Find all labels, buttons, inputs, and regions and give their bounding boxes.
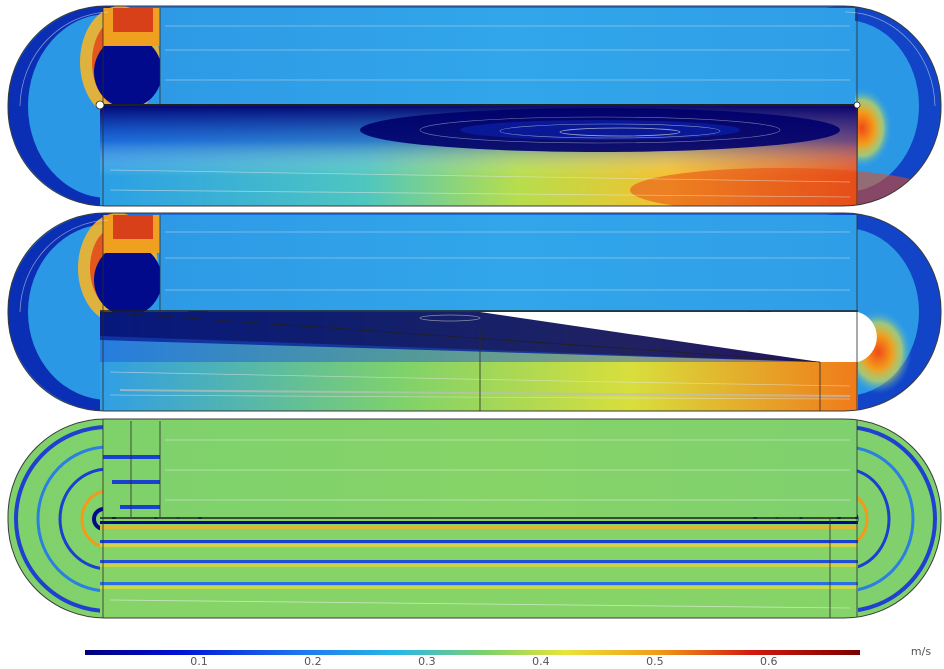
- colorbar-tick-label: 0.6: [760, 655, 778, 668]
- colorbar-gradient: [85, 650, 860, 655]
- colorbar-tick-label: 0.3: [418, 655, 436, 668]
- colorbar-tick-label: 0.5: [646, 655, 664, 668]
- panel-1: [8, 6, 941, 206]
- colorbar-tick-label: 0.4: [532, 655, 550, 668]
- panel-3: [8, 419, 941, 618]
- panel-1-upper-channel: [160, 8, 855, 105]
- colorbar: 0.1 0.2 0.3 0.4 0.5 0.6 m/s: [85, 645, 931, 668]
- panel-2-outline: [7, 212, 942, 412]
- colorbar-unit-label: m/s: [911, 645, 931, 658]
- panel-3-upper-channel: [160, 421, 857, 517]
- colorbar-ticks: 0.1 0.2 0.3 0.4 0.5 0.6: [190, 655, 777, 668]
- panel-2: [8, 213, 941, 411]
- colorbar-tick-label: 0.1: [190, 655, 208, 668]
- panel-3-outline: [7, 418, 942, 619]
- panel-2-cavity: [480, 312, 877, 362]
- colorbar-tick-label: 0.2: [304, 655, 322, 668]
- panel-1-outline: [7, 5, 942, 207]
- panel-2-upper-channel: [160, 215, 857, 311]
- panel-3-lower-channel: [100, 519, 858, 618]
